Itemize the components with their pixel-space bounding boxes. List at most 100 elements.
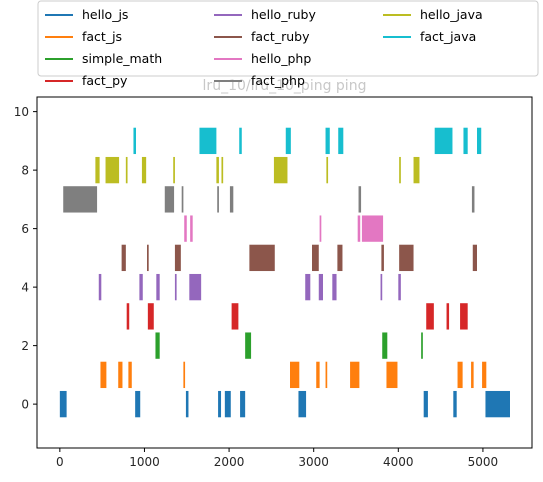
bar-segment-fact_ruby <box>381 244 384 272</box>
bar-segment-fact_py <box>147 303 154 330</box>
legend-label-fact_php: fact_php <box>251 73 305 88</box>
bar-segment-fact_ruby <box>312 244 319 272</box>
y-tick-label: 10 <box>14 105 29 119</box>
bar-segment-hello_php <box>184 215 187 242</box>
bar-segment-hello_php <box>190 215 193 242</box>
legend-label-fact_java: fact_java <box>420 29 476 44</box>
bar-segment-hello_js <box>218 390 222 418</box>
bar-segment-fact_php <box>471 186 475 213</box>
x-tick-label: 4000 <box>383 455 414 469</box>
legend-label-fact_py: fact_py <box>82 73 128 88</box>
bar-segment-fact_java <box>133 127 136 155</box>
x-axis-ticks: 0 1000 2000 3000 4000 5000 <box>56 448 498 469</box>
bar-segment-hello_js <box>224 390 231 418</box>
bar-segment-fact_js <box>350 361 360 389</box>
bar-segment-hello_js <box>135 390 141 418</box>
legend-label-fact_ruby: fact_ruby <box>251 29 310 44</box>
x-tick-label: 3000 <box>298 455 329 469</box>
bar-segment-fact_ruby <box>337 244 343 272</box>
bar-segment-hello_java <box>413 156 420 184</box>
bar-segment-fact_js <box>471 361 474 389</box>
legend-label-simple_math: simple_math <box>82 51 162 66</box>
y-tick-label: 0 <box>21 398 29 412</box>
legend-label-hello_php: hello_php <box>251 51 311 66</box>
bar-segment-hello_java <box>216 156 219 184</box>
bar-segment-hello_ruby <box>156 273 160 301</box>
bar-segment-fact_js <box>386 361 398 389</box>
bar-segment-fact_php <box>229 186 234 213</box>
bar-segment-fact_php <box>63 186 98 213</box>
bar-segment-hello_java <box>273 156 288 184</box>
bar-segment-simple_math <box>245 332 252 359</box>
bar-segment-hello_java <box>105 156 120 184</box>
bar-segment-fact_java <box>477 127 482 155</box>
y-tick-label: 2 <box>21 339 29 353</box>
bar-segment-simple_math <box>421 332 423 359</box>
bar-segment-hello_ruby <box>139 273 143 301</box>
bar-segment-fact_ruby <box>174 244 181 272</box>
bar-segment-hello_ruby <box>332 273 337 301</box>
bar-segment-hello_ruby <box>305 273 311 301</box>
x-tick-label: 5000 <box>468 455 499 469</box>
bar-segment-fact_js <box>316 361 320 389</box>
bar-segment-fact_java <box>325 127 330 155</box>
bar-segment-hello_js <box>185 390 189 418</box>
bar-segment-hello_js <box>298 390 307 418</box>
bar-segment-hello_php <box>319 215 322 242</box>
y-tick-label: 8 <box>21 164 29 178</box>
bar-segment-fact_py <box>231 303 239 330</box>
bar-segment-hello_php <box>361 215 384 242</box>
legend-label-hello_java: hello_java <box>420 7 483 22</box>
plot-area <box>36 96 533 449</box>
x-tick-label: 1000 <box>129 455 160 469</box>
plot-frame <box>36 96 533 449</box>
x-tick-label: 0 <box>56 455 64 469</box>
bar-segment-hello_js <box>453 390 457 418</box>
bar-segment-fact_ruby <box>147 244 149 272</box>
bar-segment-hello_php <box>357 215 361 242</box>
bar-segment-simple_math <box>382 332 388 359</box>
bar-segment-fact_py <box>460 303 468 330</box>
bar-segment-fact_ruby <box>121 244 126 272</box>
bar-segment-fact_php <box>164 186 175 213</box>
y-axis-ticks: 0 2 4 6 8 10 <box>14 105 37 412</box>
bar-segment-hello_ruby <box>174 273 177 301</box>
legend: hello_js fact_js simple_math fact_py hello_r… <box>37 0 539 88</box>
bar-segment-hello_java <box>221 156 224 184</box>
bar-segment-fact_java <box>199 127 217 155</box>
bar-segment-fact_js <box>290 361 300 389</box>
bar-segment-hello_java <box>399 156 401 184</box>
chart-title: lru_10/lru_10_ping ping <box>203 78 367 94</box>
bar-segment-fact_js <box>457 361 463 389</box>
bar-segment-fact_java <box>434 127 453 155</box>
bar-segment-fact_java <box>463 127 468 155</box>
bar-segment-hello_java <box>326 156 329 184</box>
bar-segment-fact_ruby <box>249 244 275 272</box>
bar-segment-fact_py <box>126 303 130 330</box>
legend-box <box>37 0 539 77</box>
bar-segment-fact_php <box>358 186 362 213</box>
bar-segment-hello_js <box>240 390 246 418</box>
bar-segment-hello_js <box>423 390 428 418</box>
bar-segment-hello_ruby <box>318 273 323 301</box>
bar-segment-hello_java <box>125 156 128 184</box>
bar-segment-fact_ruby <box>472 244 477 272</box>
bar-segment-fact_js <box>100 361 107 389</box>
bar-segment-fact_php <box>181 186 184 213</box>
bar-segment-hello_java <box>141 156 147 184</box>
bar-segment-fact_js <box>482 361 487 389</box>
x-tick-label: 2000 <box>214 455 245 469</box>
bar-segment-hello_ruby <box>380 273 383 301</box>
bar-segment-hello_js <box>485 390 510 418</box>
bar-segment-fact_js <box>118 361 123 389</box>
bar-segment-fact_ruby <box>399 244 414 272</box>
bar-segments <box>59 127 510 418</box>
bar-segment-fact_js <box>183 361 186 389</box>
bar-segment-fact_js <box>325 361 328 389</box>
bar-segment-fact_java <box>285 127 291 155</box>
bar-segment-fact_java <box>239 127 242 155</box>
bar-segment-hello_java <box>95 156 100 184</box>
bar-segment-fact_py <box>446 303 450 330</box>
